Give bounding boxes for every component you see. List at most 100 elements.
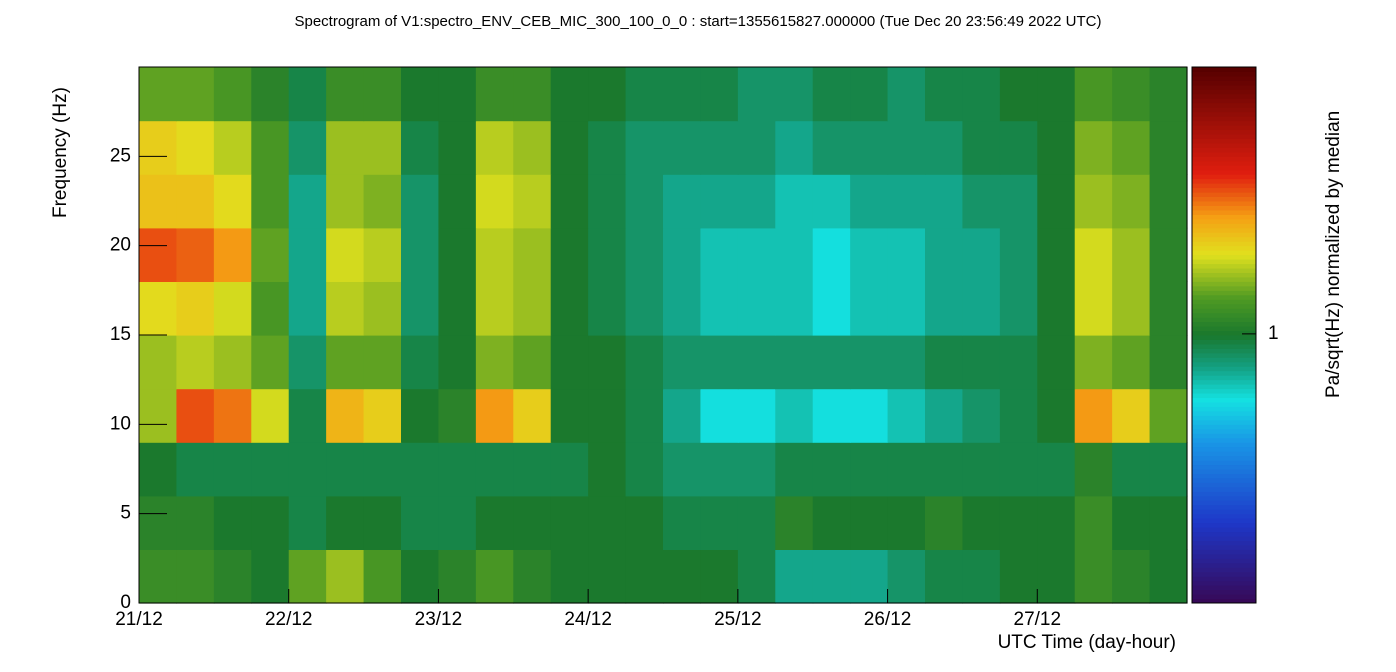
colorbar-band xyxy=(1192,218,1256,224)
colorbar-band xyxy=(1192,151,1256,157)
colorbar-band xyxy=(1192,178,1256,184)
heatmap-cell xyxy=(1112,335,1151,390)
heatmap-cell xyxy=(401,442,440,497)
heatmap-cell xyxy=(999,174,1038,229)
heatmap-cell xyxy=(700,388,739,443)
colorbar-band xyxy=(1192,214,1256,220)
colorbar-band xyxy=(1192,464,1256,470)
heatmap-cell xyxy=(1074,281,1113,336)
heatmap-cell xyxy=(288,67,327,122)
heatmap-cell xyxy=(401,388,440,443)
heatmap-cell xyxy=(737,335,776,390)
heatmap-cell xyxy=(812,67,851,122)
heatmap-cell xyxy=(176,174,215,229)
colorbar-band xyxy=(1192,192,1256,198)
heatmap-cell xyxy=(139,388,178,443)
heatmap-cell xyxy=(139,227,178,282)
heatmap-cell xyxy=(550,67,589,122)
heatmap-cell xyxy=(700,281,739,336)
colorbar-band xyxy=(1192,303,1256,309)
heatmap-cell xyxy=(737,495,776,550)
heatmap-cell xyxy=(1037,388,1076,443)
x-tick-label: 22/12 xyxy=(265,609,313,630)
colorbar-band xyxy=(1192,495,1256,501)
heatmap-cell xyxy=(925,495,964,550)
heatmap-cell xyxy=(737,174,776,229)
colorbar-band xyxy=(1192,500,1256,506)
colorbar-band xyxy=(1192,201,1256,206)
colorbar-band xyxy=(1192,259,1256,265)
heatmap-cell xyxy=(775,281,814,336)
colorbar-band xyxy=(1192,446,1256,452)
heatmap-cell xyxy=(1074,67,1113,122)
colorbar-band xyxy=(1192,384,1256,390)
colorbar-band xyxy=(1192,473,1256,479)
colorbar-band xyxy=(1192,518,1256,524)
heatmap-cell xyxy=(363,227,402,282)
colorbar-band xyxy=(1192,343,1256,349)
heatmap-cell xyxy=(887,120,926,175)
heatmap-cell xyxy=(1074,120,1113,175)
heatmap-cell xyxy=(737,388,776,443)
heatmap-cell xyxy=(962,227,1001,282)
heatmap-cell xyxy=(475,281,514,336)
colorbar-band xyxy=(1192,227,1256,233)
heatmap-cell xyxy=(925,227,964,282)
chart-title: Spectrogram of V1:spectro_ENV_CEB_MIC_30… xyxy=(294,13,1101,30)
y-tick-label: 10 xyxy=(110,413,131,434)
y-tick-label: 15 xyxy=(110,324,131,345)
heatmap-cell xyxy=(401,120,440,175)
heatmap-cell xyxy=(625,227,664,282)
colorbar-band xyxy=(1192,129,1256,135)
colorbar-band xyxy=(1192,160,1256,166)
colorbar-band xyxy=(1192,527,1256,533)
colorbar-band xyxy=(1192,169,1256,175)
heatmap-cell xyxy=(625,281,664,336)
heatmap-cell xyxy=(737,67,776,122)
heatmap-cell xyxy=(438,335,477,390)
heatmap-cell xyxy=(288,549,327,604)
colorbar-band xyxy=(1192,93,1256,99)
heatmap-cell xyxy=(550,549,589,604)
heatmap-cell xyxy=(999,549,1038,604)
colorbar-band xyxy=(1192,335,1256,340)
colorbar-band xyxy=(1192,357,1256,363)
colorbar-band xyxy=(1192,562,1256,568)
heatmap-cell xyxy=(288,335,327,390)
heatmap-cell xyxy=(962,174,1001,229)
heatmap-cell xyxy=(550,388,589,443)
heatmap-cell xyxy=(588,281,627,336)
heatmap-cell xyxy=(999,388,1038,443)
heatmap-cell xyxy=(326,442,365,497)
heatmap-cell xyxy=(737,442,776,497)
heatmap-cell xyxy=(850,281,889,336)
heatmap-cell xyxy=(887,388,926,443)
heatmap-cell xyxy=(850,549,889,604)
heatmap-cell xyxy=(213,495,252,550)
heatmap-cell xyxy=(438,120,477,175)
heatmap-cell xyxy=(962,281,1001,336)
heatmap-cell xyxy=(1074,335,1113,390)
y-tick-label: 25 xyxy=(110,145,131,166)
heatmap-cell xyxy=(513,174,552,229)
heatmap-cell xyxy=(737,281,776,336)
heatmap-cell xyxy=(588,549,627,604)
heatmap-cell xyxy=(550,120,589,175)
heatmap-cell xyxy=(213,549,252,604)
heatmap-cell xyxy=(176,227,215,282)
heatmap-cell xyxy=(438,549,477,604)
colorbar-band xyxy=(1192,388,1256,394)
heatmap-cell xyxy=(213,120,252,175)
heatmap-cell xyxy=(251,335,290,390)
heatmap-cell xyxy=(850,120,889,175)
colorbar-band xyxy=(1192,544,1256,550)
heatmap-cell xyxy=(663,174,702,229)
heatmap-cell xyxy=(1112,174,1151,229)
colorbar-band xyxy=(1192,379,1256,385)
heatmap-cell xyxy=(363,549,402,604)
heatmap-cell xyxy=(401,549,440,604)
colorbar-band xyxy=(1192,134,1256,139)
heatmap-cell xyxy=(251,442,290,497)
colorbar-band xyxy=(1192,84,1256,90)
